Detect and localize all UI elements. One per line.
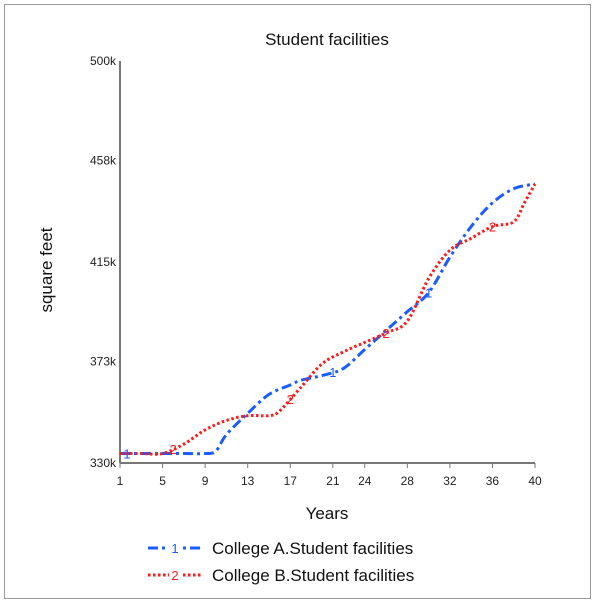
legend-marker-bg [169,567,182,583]
series-marker: 1 [425,286,432,301]
x-tick-label: 40 [528,474,542,488]
series-line [120,182,536,456]
series-line [120,183,537,456]
series-marker: 2 [382,326,389,341]
legend-label: College A.Student facilities [212,539,413,558]
series-marker: 1 [329,365,336,380]
y-tick-label: 330k [90,456,117,470]
x-tick-label: 32 [443,474,457,488]
y-tick-label: 500k [90,54,117,68]
series-marker: 2 [489,220,496,235]
series-marker: 2 [170,442,177,457]
legend-marker-bg [169,540,182,556]
y-axis-label: square feet [37,227,56,312]
legend-marker: 1 [171,541,178,556]
chart-frame: Student facilities 330k 373k 415k 458k 500k … [4,4,591,599]
x-tick-label: 9 [202,474,209,488]
x-tick-label: 28 [401,474,415,488]
x-axis-ticks: 1 5 9 13 17 21 24 28 32 36 40 [117,463,542,488]
x-tick-label: 21 [326,474,340,488]
x-tick-label: 36 [486,474,500,488]
y-tick-label: 458k [90,153,117,167]
y-tick-label: 373k [90,354,117,368]
legend-label: College B.Student facilities [212,566,414,585]
x-tick-label: 24 [358,474,372,488]
legend-marker: 2 [171,568,178,583]
chart-legend: 1 College A.Student facilities 2 College B.… [148,539,414,585]
line-chart: Student facilities 330k373k415k458k500k … [37,30,542,585]
y-axis-ticks: 330k 373k 415k 458k 500k [90,54,117,470]
x-tick-label: 5 [159,474,166,488]
x-axis-label: Years [306,504,349,523]
x-tick-label: 13 [241,474,255,488]
chart-title: Student facilities [265,30,389,49]
x-tick-label: 17 [284,474,298,488]
y-tick-label: 415k [90,255,117,269]
series-marker: 2 [287,392,294,407]
x-tick-label: 1 [117,474,124,488]
